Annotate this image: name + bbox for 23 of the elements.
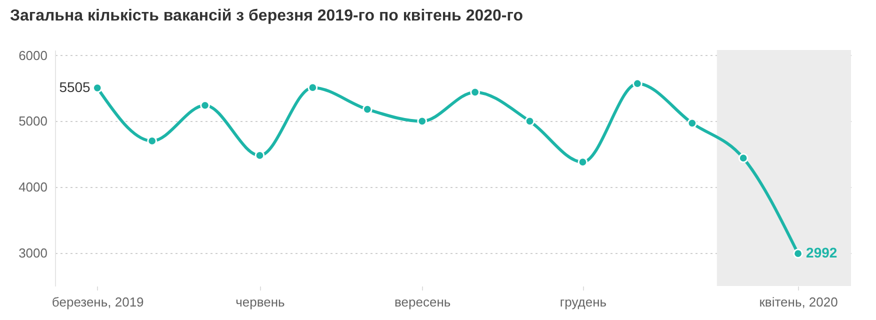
y-tick-label: 5000 <box>18 114 48 129</box>
x-tick-label: квітень, 2020 <box>759 294 838 310</box>
point <box>417 116 428 126</box>
y-tick-label: 4000 <box>18 180 48 195</box>
point <box>254 150 265 160</box>
data-label: 5505 <box>59 78 91 95</box>
point <box>687 118 698 128</box>
point <box>147 136 158 146</box>
y-tick-label: 3000 <box>18 246 48 261</box>
point <box>578 157 588 167</box>
point <box>470 87 480 98</box>
x-tick-label: червень <box>236 294 286 310</box>
y-tick-label: 6000 <box>18 48 48 63</box>
point <box>793 248 803 258</box>
chart-title: Загальна кількість вакансій з березня 2019-го по квітень 2020-го <box>10 7 524 24</box>
x-tick-label: грудень <box>560 294 607 310</box>
point <box>308 82 318 92</box>
data-label: 2992 <box>806 244 838 261</box>
point <box>524 116 535 126</box>
point <box>362 104 372 114</box>
x-tick-label: вересень <box>394 294 451 310</box>
x-tick-label: березень, 2019 <box>52 294 144 310</box>
point <box>738 153 748 164</box>
